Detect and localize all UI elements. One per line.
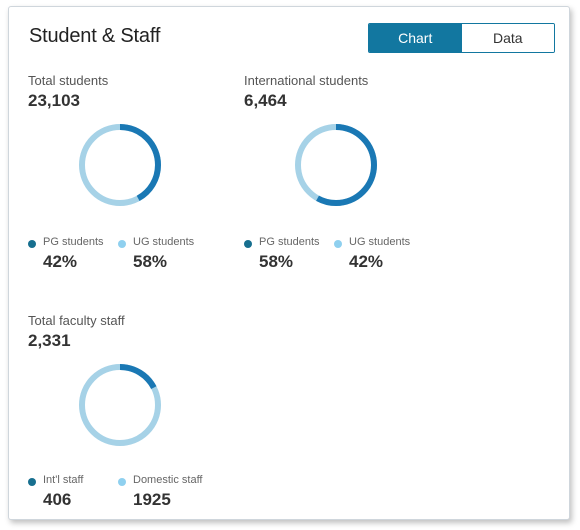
total-students-donut (79, 124, 161, 206)
legend-label: UG students (133, 236, 195, 248)
international-students-donut (295, 124, 377, 206)
stat-value: 23,103 (28, 91, 80, 110)
legend-dot (28, 240, 36, 248)
legend-value: 42% (43, 252, 78, 271)
faculty-staff-donut (79, 364, 161, 446)
legend-dot (28, 478, 36, 486)
panel-title: Student & Staff (29, 25, 161, 47)
donut-primary-segment (295, 124, 377, 206)
view-toggle: Chart Data (368, 23, 555, 53)
legend-value: 58% (259, 252, 294, 271)
legend-value: 58% (133, 252, 168, 271)
legend-dot (118, 240, 126, 248)
legend-value: 1925 (133, 490, 171, 509)
donut-primary-segment (79, 364, 161, 446)
legend-label: PG students (259, 236, 320, 248)
legend-value: 406 (43, 490, 72, 509)
legend-dot (244, 240, 252, 248)
stat-label: Total faculty staff (28, 313, 125, 328)
stat-value: 2,331 (28, 331, 71, 350)
data-view-button[interactable]: Data (461, 24, 554, 52)
donut-primary-segment (79, 124, 161, 206)
stat-label: Total students (28, 73, 109, 88)
legend-dot (118, 478, 126, 486)
student-staff-panel: Student & Staff Chart Data Total student… (8, 6, 570, 520)
stat-label: International students (244, 73, 369, 88)
chart-view-button[interactable]: Chart (369, 24, 462, 52)
legend-value: 42% (349, 252, 384, 271)
legend-label: Int'l staff (43, 474, 84, 486)
legend-dot (334, 240, 342, 248)
legend-label: UG students (349, 236, 411, 248)
stat-value: 6,464 (244, 91, 287, 110)
legend-label: Domestic staff (133, 474, 203, 486)
legend-label: PG students (43, 236, 104, 248)
